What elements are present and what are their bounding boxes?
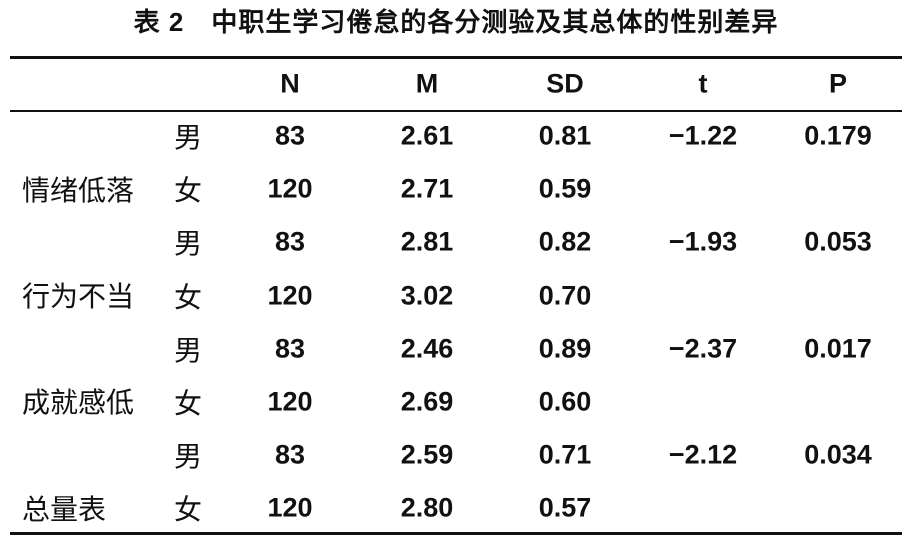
value-cell: 0.89: [538, 333, 592, 364]
column-header: N: [280, 68, 300, 99]
value-cell: 83: [274, 333, 306, 364]
column-header: SD: [546, 68, 584, 99]
top-rule: [10, 56, 902, 59]
value-cell: 0.81: [538, 120, 592, 151]
header-rule: [10, 110, 902, 112]
gender-cell: 女: [173, 389, 203, 420]
column-header: P: [828, 68, 848, 99]
value-cell: 120: [267, 173, 313, 204]
value-cell: 83: [274, 439, 306, 470]
value-cell: −1.93: [668, 226, 738, 257]
value-cell: 0.179: [804, 120, 872, 151]
value-cell: 120: [267, 386, 313, 417]
gender-cell: 女: [173, 282, 203, 314]
value-cell: 2.61: [400, 120, 454, 151]
bottom-rule: [10, 532, 902, 535]
gender-cell: 男: [173, 229, 203, 261]
group-label: 行为不当: [22, 281, 135, 312]
table-title: 表 2 中职生学习倦怠的各分测验及其总体的性别差异: [133, 7, 779, 37]
gender-cell: 女: [173, 176, 203, 208]
value-cell: 120: [267, 492, 313, 523]
value-cell: 0.82: [538, 226, 592, 257]
value-cell: 83: [274, 226, 306, 257]
gender-cell: 男: [173, 123, 203, 154]
group-label: 情绪低落: [22, 174, 135, 206]
value-cell: 2.81: [400, 226, 454, 257]
value-cell: −2.37: [668, 333, 738, 364]
value-cell: 0.60: [538, 386, 592, 417]
value-cell: 83: [274, 120, 306, 151]
value-cell: 120: [267, 280, 313, 311]
value-cell: 3.02: [400, 280, 454, 311]
value-cell: −1.22: [668, 120, 738, 151]
value-cell: 0.71: [538, 439, 592, 470]
value-cell: 2.69: [400, 386, 454, 417]
group-label: 总量表: [22, 493, 107, 525]
value-cell: 0.57: [538, 492, 592, 523]
value-cell: 0.59: [538, 173, 592, 204]
column-header: M: [415, 68, 439, 99]
gender-cell: 男: [173, 442, 203, 474]
value-cell: 2.46: [400, 333, 454, 364]
gender-cell: 女: [173, 495, 203, 527]
group-label: 成就感低: [22, 387, 135, 419]
value-cell: 0.034: [804, 439, 872, 470]
value-cell: 0.017: [804, 333, 872, 364]
value-cell: 2.80: [400, 492, 454, 523]
value-cell: −2.12: [668, 439, 738, 470]
value-cell: 0.70: [538, 280, 592, 311]
value-cell: 0.053: [804, 226, 872, 257]
column-header: t: [698, 68, 708, 99]
value-cell: 2.71: [400, 173, 454, 204]
value-cell: 2.59: [400, 439, 454, 470]
gender-cell: 男: [173, 335, 203, 367]
